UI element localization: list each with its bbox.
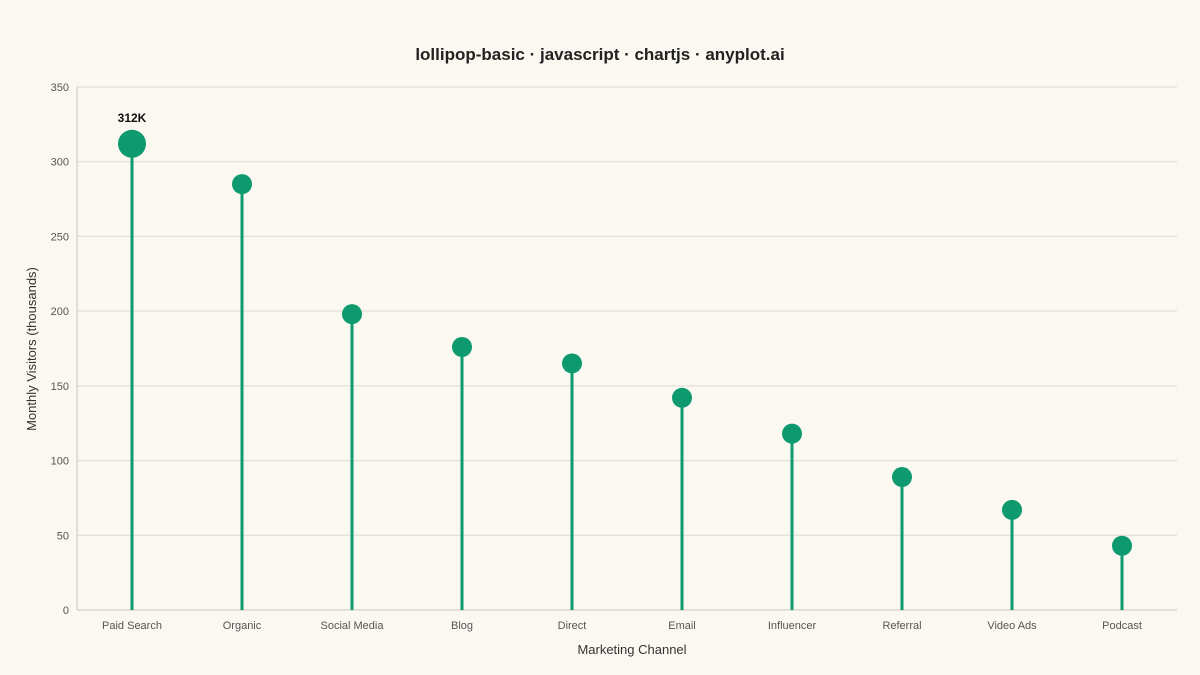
x-tick-label: Video Ads: [987, 620, 1037, 632]
x-tick-label: Paid Search: [102, 620, 162, 632]
lollipop-head: [342, 304, 362, 325]
y-tick-label: 0: [63, 605, 69, 617]
chart-title: lollipop-basic · javascript · chartjs · …: [415, 45, 784, 64]
lollipop-head: [232, 174, 252, 195]
y-axis-label: Monthly Visitors (thousands): [24, 267, 39, 431]
y-axis-ticks: 0 50 100 150 200 250 300 350: [51, 82, 69, 617]
y-tick-label: 150: [51, 381, 69, 393]
gridlines: [76, 86, 1177, 611]
x-tick-label: Podcast: [1102, 620, 1142, 632]
y-tick-label: 100: [51, 456, 69, 468]
x-tick-label: Influencer: [768, 620, 817, 632]
x-axis-ticks: Paid Search Organic Social Media Blog Direct…: [102, 620, 1142, 632]
lollipop-head: [118, 129, 146, 158]
y-tick-label: 250: [51, 231, 69, 243]
lollipop-head: [892, 467, 912, 488]
y-tick-label: 200: [51, 306, 69, 318]
lollipop-marks: 312K: [118, 111, 1132, 610]
y-tick-label: 350: [51, 82, 69, 94]
x-tick-label: Social Media: [321, 620, 385, 632]
x-axis-label: Marketing Channel: [577, 642, 686, 657]
y-tick-label: 50: [57, 530, 69, 542]
x-tick-label: Referral: [882, 620, 921, 632]
x-tick-label: Direct: [558, 620, 587, 632]
x-tick-label: Organic: [223, 620, 262, 632]
data-label: 312K: [118, 111, 147, 125]
lollipop-head: [562, 353, 582, 374]
lollipop-head: [1112, 535, 1132, 556]
y-tick-label: 300: [51, 157, 69, 169]
lollipop-head: [452, 337, 472, 358]
x-tick-label: Blog: [451, 620, 473, 632]
lollipop-head: [1002, 499, 1022, 520]
lollipop-head: [672, 387, 692, 408]
x-tick-label: Email: [668, 620, 696, 632]
lollipop-head: [782, 423, 802, 444]
